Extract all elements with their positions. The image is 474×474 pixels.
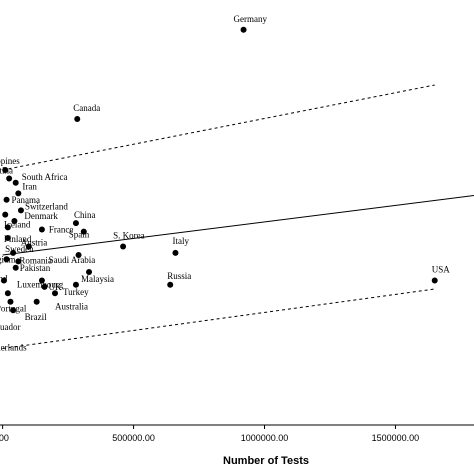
data-point-label: Ecuador <box>0 322 20 332</box>
data-point <box>167 281 174 288</box>
data-point <box>10 249 17 256</box>
data-point <box>4 290 11 297</box>
data-point-label: S. Korea <box>113 231 145 241</box>
data-point <box>15 190 22 197</box>
data-point-label: China <box>74 210 96 220</box>
data-point <box>25 243 32 250</box>
data-point-label: Luxembourg <box>17 280 64 290</box>
data-point <box>41 283 48 290</box>
data-point-label: Russia <box>167 271 191 281</box>
data-point-label: France <box>49 225 74 235</box>
data-point-label: Argentina <box>0 166 13 176</box>
data-point-label: Malaysia <box>81 274 114 284</box>
data-point-label: Pakistan <box>20 263 51 273</box>
data-point <box>0 277 7 284</box>
data-point-label: Ireland <box>0 274 8 284</box>
data-point-label: Netherlands <box>0 342 27 352</box>
data-point <box>75 252 82 258</box>
data-point <box>72 281 79 288</box>
data-point <box>4 235 11 241</box>
data-point-label: Philippines <box>0 156 20 166</box>
data-point-label: Iceland <box>4 219 31 229</box>
data-point <box>120 243 127 250</box>
confidence-lower-line <box>2 288 435 349</box>
data-points: Germany Canada PhilippinesArgentina South A… <box>0 14 450 353</box>
data-point-label: Panama <box>12 195 40 205</box>
data-point <box>7 298 14 305</box>
data-point <box>86 269 93 275</box>
x-tick-label: 1500000.00 <box>372 433 420 443</box>
data-point <box>51 290 58 297</box>
data-point-label: Belgium <box>0 254 16 264</box>
data-point-label: Canada <box>73 103 100 113</box>
data-point-label: Switzerland <box>25 201 68 211</box>
data-point-label: South Africa <box>22 172 68 182</box>
data-point-label: Spain <box>69 230 90 240</box>
data-point <box>2 211 9 218</box>
confidence-upper-line <box>2 84 435 171</box>
data-point-label: Austria <box>21 238 48 248</box>
x-tick-label: .00 <box>0 433 9 443</box>
data-point <box>38 277 45 284</box>
data-point <box>12 264 19 271</box>
data-point-label: Sweden <box>5 244 34 254</box>
data-point <box>12 179 19 186</box>
data-point-label: Italy <box>172 236 189 246</box>
data-point-label: Iran <box>22 181 37 191</box>
data-point <box>11 218 18 224</box>
data-point-label: Brazil <box>25 312 47 322</box>
x-tick-label: 500000.00 <box>112 433 155 443</box>
data-point <box>6 175 13 182</box>
data-point <box>3 196 10 203</box>
regression-line <box>2 195 474 256</box>
data-point <box>4 224 11 231</box>
data-point-label: Turkey <box>63 287 89 297</box>
x-tick-label: 1000000.00 <box>241 433 289 443</box>
data-point <box>17 207 24 214</box>
data-point <box>15 258 22 265</box>
data-point <box>72 220 79 227</box>
data-point-label: Romania <box>19 255 52 265</box>
data-point <box>3 256 10 263</box>
data-point-label: UK <box>49 282 62 292</box>
x-axis-ticks: .00 500000.00 1000000.00 1500000.00 <box>0 425 419 443</box>
data-point-label: Denmark <box>24 211 58 221</box>
x-axis-title: Number of Tests <box>223 455 309 467</box>
data-point-label: Australia <box>55 301 88 311</box>
data-point <box>431 277 438 284</box>
data-point <box>2 167 9 173</box>
data-point <box>10 307 17 314</box>
data-point-label: Saudi Arabia <box>49 255 96 265</box>
fit-lines <box>2 84 474 349</box>
data-point <box>74 116 81 122</box>
data-point <box>80 228 87 235</box>
data-point <box>172 249 179 256</box>
data-point <box>240 26 247 33</box>
data-point-label: Germany <box>234 14 268 24</box>
data-point <box>38 226 45 233</box>
data-point-label: Finland <box>4 234 32 244</box>
data-point-label: USA <box>432 265 451 275</box>
data-point <box>33 298 40 305</box>
